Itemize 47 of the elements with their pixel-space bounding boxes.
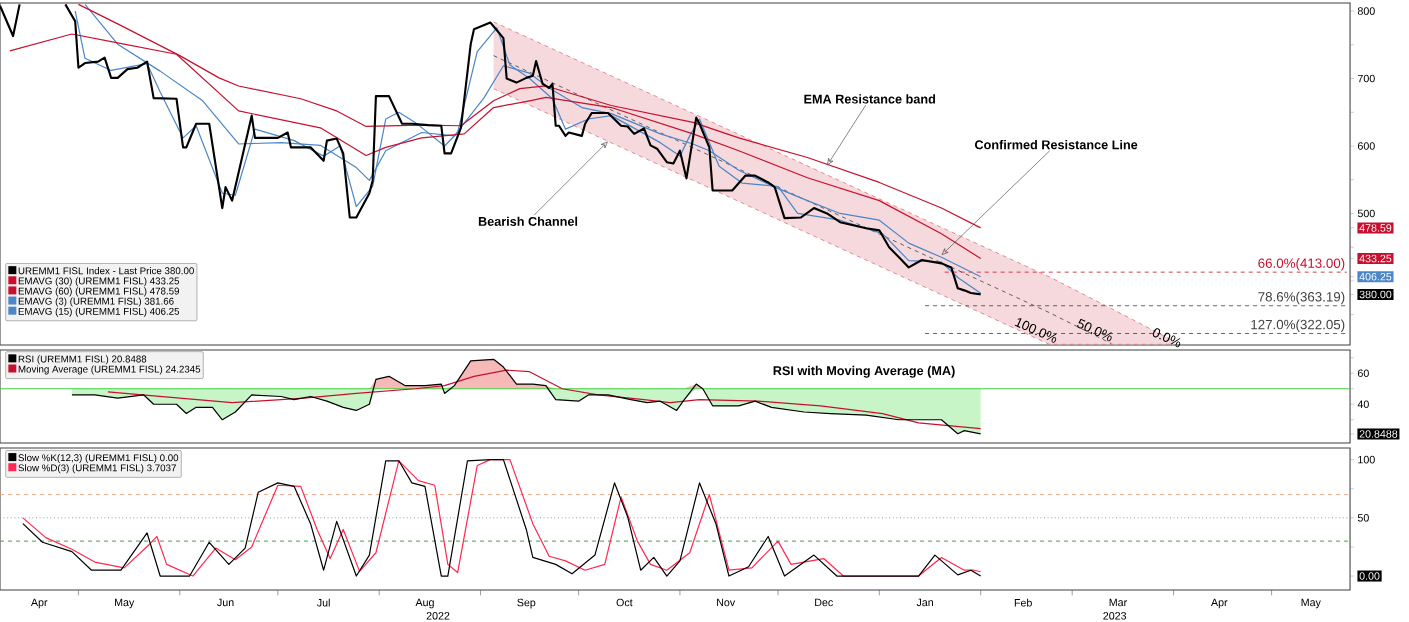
legend-label: Slow %K(12,3) (UREMM1 FISL) 0.00	[18, 454, 179, 464]
x-tick-label: Apr	[1211, 598, 1228, 609]
x-tick-label: Apr	[30, 598, 48, 609]
legend-label: EMAVG (30) (UREMM1 FISL) 433.25	[18, 277, 180, 287]
legend-label: Moving Average (UREMM1 FISL) 24.2345	[18, 365, 201, 375]
legend-label: Slow %D(3) (UREMM1 FISL) 3.7037	[18, 464, 176, 474]
annotation: 0.0%	[1152, 328, 1181, 348]
y-tick-label: 800	[1357, 7, 1375, 15]
text: 2023	[1103, 612, 1127, 620]
x-tick-label: May	[1301, 598, 1321, 609]
y-tick-label: 406.25	[1359, 272, 1392, 281]
annotation: 78.6%(363.19)	[1258, 291, 1345, 305]
y-tick-label: 380.00	[1359, 290, 1392, 299]
legend-label: EMAVG (15) (UREMM1 FISL) 406.25	[18, 307, 180, 317]
annotation: 66.0%(413.00)	[1258, 258, 1345, 271]
y-tick-label: 40	[1357, 400, 1369, 409]
x-tick-label: May	[115, 598, 135, 609]
y-tick-label: 50	[1357, 514, 1369, 522]
y-tick-label: 478.59	[1359, 224, 1392, 232]
y-tick-label: 20.8488	[1359, 430, 1398, 438]
y-tick-label: 500	[1357, 209, 1375, 218]
x-tick-label: Nov	[717, 598, 736, 607]
x-tick-label: Jan	[916, 598, 934, 607]
annotation: 127.0%(322.05)	[1251, 319, 1345, 332]
legend-label: UREMM1 FISL Index - Last Price 380.00	[18, 267, 194, 275]
y-tick-label: 700	[1357, 74, 1375, 83]
x-tick-label: Mar	[1109, 598, 1127, 607]
annotation: EMA Resistance band	[804, 94, 935, 104]
x-tick-label: Dec	[815, 598, 833, 607]
legend-label: RSI (UREMM1 FISL) 20.8488	[18, 355, 147, 365]
text: RSI with Moving Average (MA)	[773, 365, 955, 378]
x-tick-label: Oct	[616, 598, 633, 607]
y-tick-label: 433.25	[1359, 254, 1392, 263]
x-tick-label: Sep	[517, 598, 536, 609]
legend-label: EMAVG (3) (UREMM1 FISL) 381.66	[18, 297, 174, 307]
y-tick-label: 0.00	[1359, 572, 1380, 580]
x-tick-label: Jun	[217, 598, 234, 607]
text: 2022	[426, 612, 450, 620]
y-tick-label: 60	[1357, 369, 1369, 378]
legend-label: EMAVG (60) (UREMM1 FISL) 478.59	[18, 287, 180, 297]
y-tick-label: 600	[1357, 142, 1375, 150]
annotation: Bearish Channel	[478, 216, 578, 226]
y-tick-label: 100	[1358, 455, 1375, 464]
annotation: Confirmed Resistance Line	[974, 139, 1138, 150]
x-tick-label: Jul	[316, 598, 330, 607]
x-tick-label: Aug	[415, 598, 434, 609]
x-tick-label: Feb	[1014, 598, 1032, 607]
